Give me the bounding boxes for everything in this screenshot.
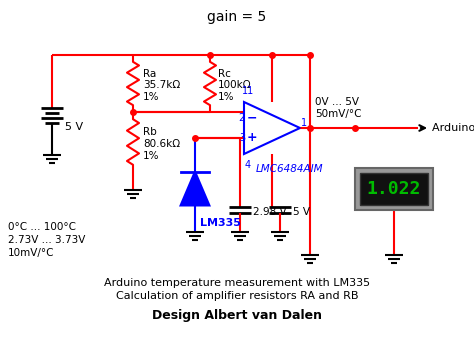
- Text: 5 V: 5 V: [293, 207, 310, 217]
- Text: 4: 4: [245, 160, 251, 170]
- Text: Ra
35.7kΩ
1%: Ra 35.7kΩ 1%: [143, 69, 180, 102]
- Text: LM335: LM335: [200, 218, 241, 228]
- Text: 2.98 V: 2.98 V: [253, 207, 287, 217]
- Text: gain = 5: gain = 5: [207, 10, 266, 24]
- Text: 3: 3: [239, 133, 245, 143]
- Text: Calculation of amplifier resistors RA and RB: Calculation of amplifier resistors RA an…: [116, 291, 358, 301]
- Bar: [355, 168, 433, 210]
- Bar: [360, 173, 428, 205]
- Text: 0°C ... 100°C
2.73V ... 3.73V
10mV/°C: 0°C ... 100°C 2.73V ... 3.73V 10mV/°C: [8, 222, 85, 258]
- Text: 5 V: 5 V: [65, 122, 83, 132]
- Text: Rc
100kΩ
1%: Rc 100kΩ 1%: [218, 69, 252, 102]
- Text: −: −: [247, 112, 257, 125]
- Polygon shape: [181, 172, 210, 206]
- Text: +: +: [246, 131, 257, 144]
- Text: 11: 11: [242, 86, 254, 96]
- Text: 0V ... 5V
50mV/°C: 0V ... 5V 50mV/°C: [315, 97, 362, 119]
- Text: LMC6484AIM: LMC6484AIM: [256, 164, 324, 174]
- Text: 2: 2: [239, 113, 245, 123]
- Text: Arduino A0: Arduino A0: [432, 123, 474, 133]
- Text: 1.022: 1.022: [367, 180, 421, 198]
- Text: Arduino temperature measurement with LM335: Arduino temperature measurement with LM3…: [104, 278, 370, 288]
- Text: Rb
80.6kΩ
1%: Rb 80.6kΩ 1%: [143, 127, 180, 161]
- Text: 1: 1: [301, 118, 307, 128]
- Text: Design Albert van Dalen: Design Albert van Dalen: [152, 310, 322, 322]
